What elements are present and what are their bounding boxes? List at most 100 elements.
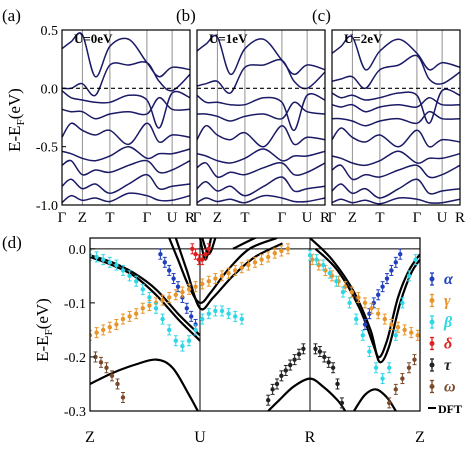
marker-ω-7 (393, 387, 398, 392)
legend-marker-δ (429, 341, 435, 346)
legend-item-ω: ω (429, 379, 456, 396)
point-γ-27 (266, 251, 271, 263)
marker-γ-26 (259, 257, 264, 262)
marker-τ-6 (292, 357, 297, 362)
point-β-2 (101, 254, 106, 266)
marker-δ-3 (200, 257, 205, 262)
dft-curve-10 (314, 247, 420, 364)
point-γ-25 (252, 256, 258, 268)
point-β-15 (186, 335, 192, 347)
marker-β-20 (219, 308, 225, 314)
marker-ω-3 (109, 373, 115, 379)
marker-α-9 (362, 322, 368, 327)
point-τ-13 (330, 362, 336, 374)
marker-β-10 (153, 306, 159, 311)
ytick-a-1: 0.0 (41, 82, 59, 97)
marker-β-36 (387, 365, 392, 370)
frame-b (196, 29, 326, 206)
marker-β-2 (101, 257, 106, 262)
marker-β-6 (127, 273, 132, 279)
point-γ-24 (246, 259, 251, 271)
ytick-d-0: 0.0 (69, 243, 87, 258)
point-β-27 (327, 267, 332, 279)
point-β-5 (120, 264, 126, 276)
point-γ-44 (395, 321, 401, 333)
marker-γ-7 (134, 311, 139, 316)
band-a-1 (61, 61, 191, 97)
point-β-32 (360, 329, 365, 341)
point-γ-4 (114, 319, 119, 330)
marker-γ-28 (272, 250, 277, 256)
marker-τ-13 (330, 365, 336, 370)
point-τ-5 (288, 359, 293, 371)
point-α-1 (162, 256, 167, 268)
ytick-a-3: -1.0 (36, 199, 58, 214)
marker-β-39 (406, 273, 412, 279)
xtick-a-1: Z (78, 210, 87, 226)
point-β-29 (340, 286, 346, 298)
marker-ω-8 (400, 376, 405, 381)
frame-a (61, 29, 191, 206)
band-a-2 (61, 90, 191, 129)
marker-α-14 (384, 276, 390, 281)
point-β-8 (140, 283, 145, 295)
ylabel-bottom-sub: F (43, 329, 55, 335)
annotation-a: U=0eV (74, 31, 113, 46)
point-β-23 (239, 313, 244, 325)
band-c-4 (331, 110, 461, 127)
legend-label-α: α (444, 271, 454, 288)
marker-α-7 (189, 314, 194, 319)
marker-β-14 (180, 343, 185, 349)
band-b-4 (196, 124, 326, 148)
dft-curve-8 (267, 377, 347, 411)
marker-β-24 (307, 253, 313, 258)
point-τ-2 (274, 378, 280, 390)
point-γ-1 (94, 327, 99, 339)
legend-item-γ: γ (429, 293, 451, 310)
point-β-33 (367, 346, 372, 358)
band-a-4 (61, 122, 191, 146)
marker-β-38 (400, 300, 405, 306)
xtick-b-4: U (302, 210, 313, 226)
legend-label-DFT: DFT (438, 402, 462, 416)
marker-γ-20 (219, 273, 225, 279)
point-τ-1 (270, 383, 275, 395)
marker-γ-2 (101, 327, 106, 333)
point-β-11 (160, 313, 165, 325)
xtick-d-2: R (305, 429, 316, 446)
point-α-6 (184, 302, 189, 314)
band-c-1 (331, 54, 461, 90)
xtick-b-5: R (320, 210, 330, 226)
point-γ-41 (376, 308, 381, 320)
ytick-a-0: 0.5 (41, 24, 59, 39)
marker-β-30 (347, 300, 352, 306)
point-γ-6 (127, 310, 132, 322)
marker-β-5 (120, 268, 126, 273)
point-δ-5 (206, 243, 211, 255)
marker-τ-15 (339, 400, 345, 406)
dft-curve-3 (168, 238, 278, 305)
point-γ-23 (239, 262, 244, 274)
band-c-2 (331, 88, 461, 125)
marker-β-4 (114, 262, 119, 268)
point-γ-22 (233, 264, 238, 276)
point-β-13 (173, 335, 178, 347)
marker-α-15 (389, 268, 394, 273)
xtick-c-5: R (455, 210, 465, 226)
marker-γ-18 (206, 279, 211, 284)
point-γ-43 (389, 319, 394, 330)
xtick-a-0: Γ (58, 210, 67, 226)
xtick-c-2: T (375, 210, 384, 226)
marker-β-1 (94, 254, 99, 260)
point-γ-5 (120, 313, 126, 325)
xtick-c-3: Γ (413, 210, 422, 226)
point-α-10 (367, 308, 372, 320)
point-τ-6 (292, 354, 297, 366)
xtick-b-1: Z (213, 210, 222, 226)
marker-α-4 (175, 284, 181, 289)
point-γ-12 (167, 291, 172, 303)
point-β-3 (107, 256, 113, 268)
marker-β-3 (107, 260, 113, 265)
point-γ-15 (186, 283, 192, 295)
